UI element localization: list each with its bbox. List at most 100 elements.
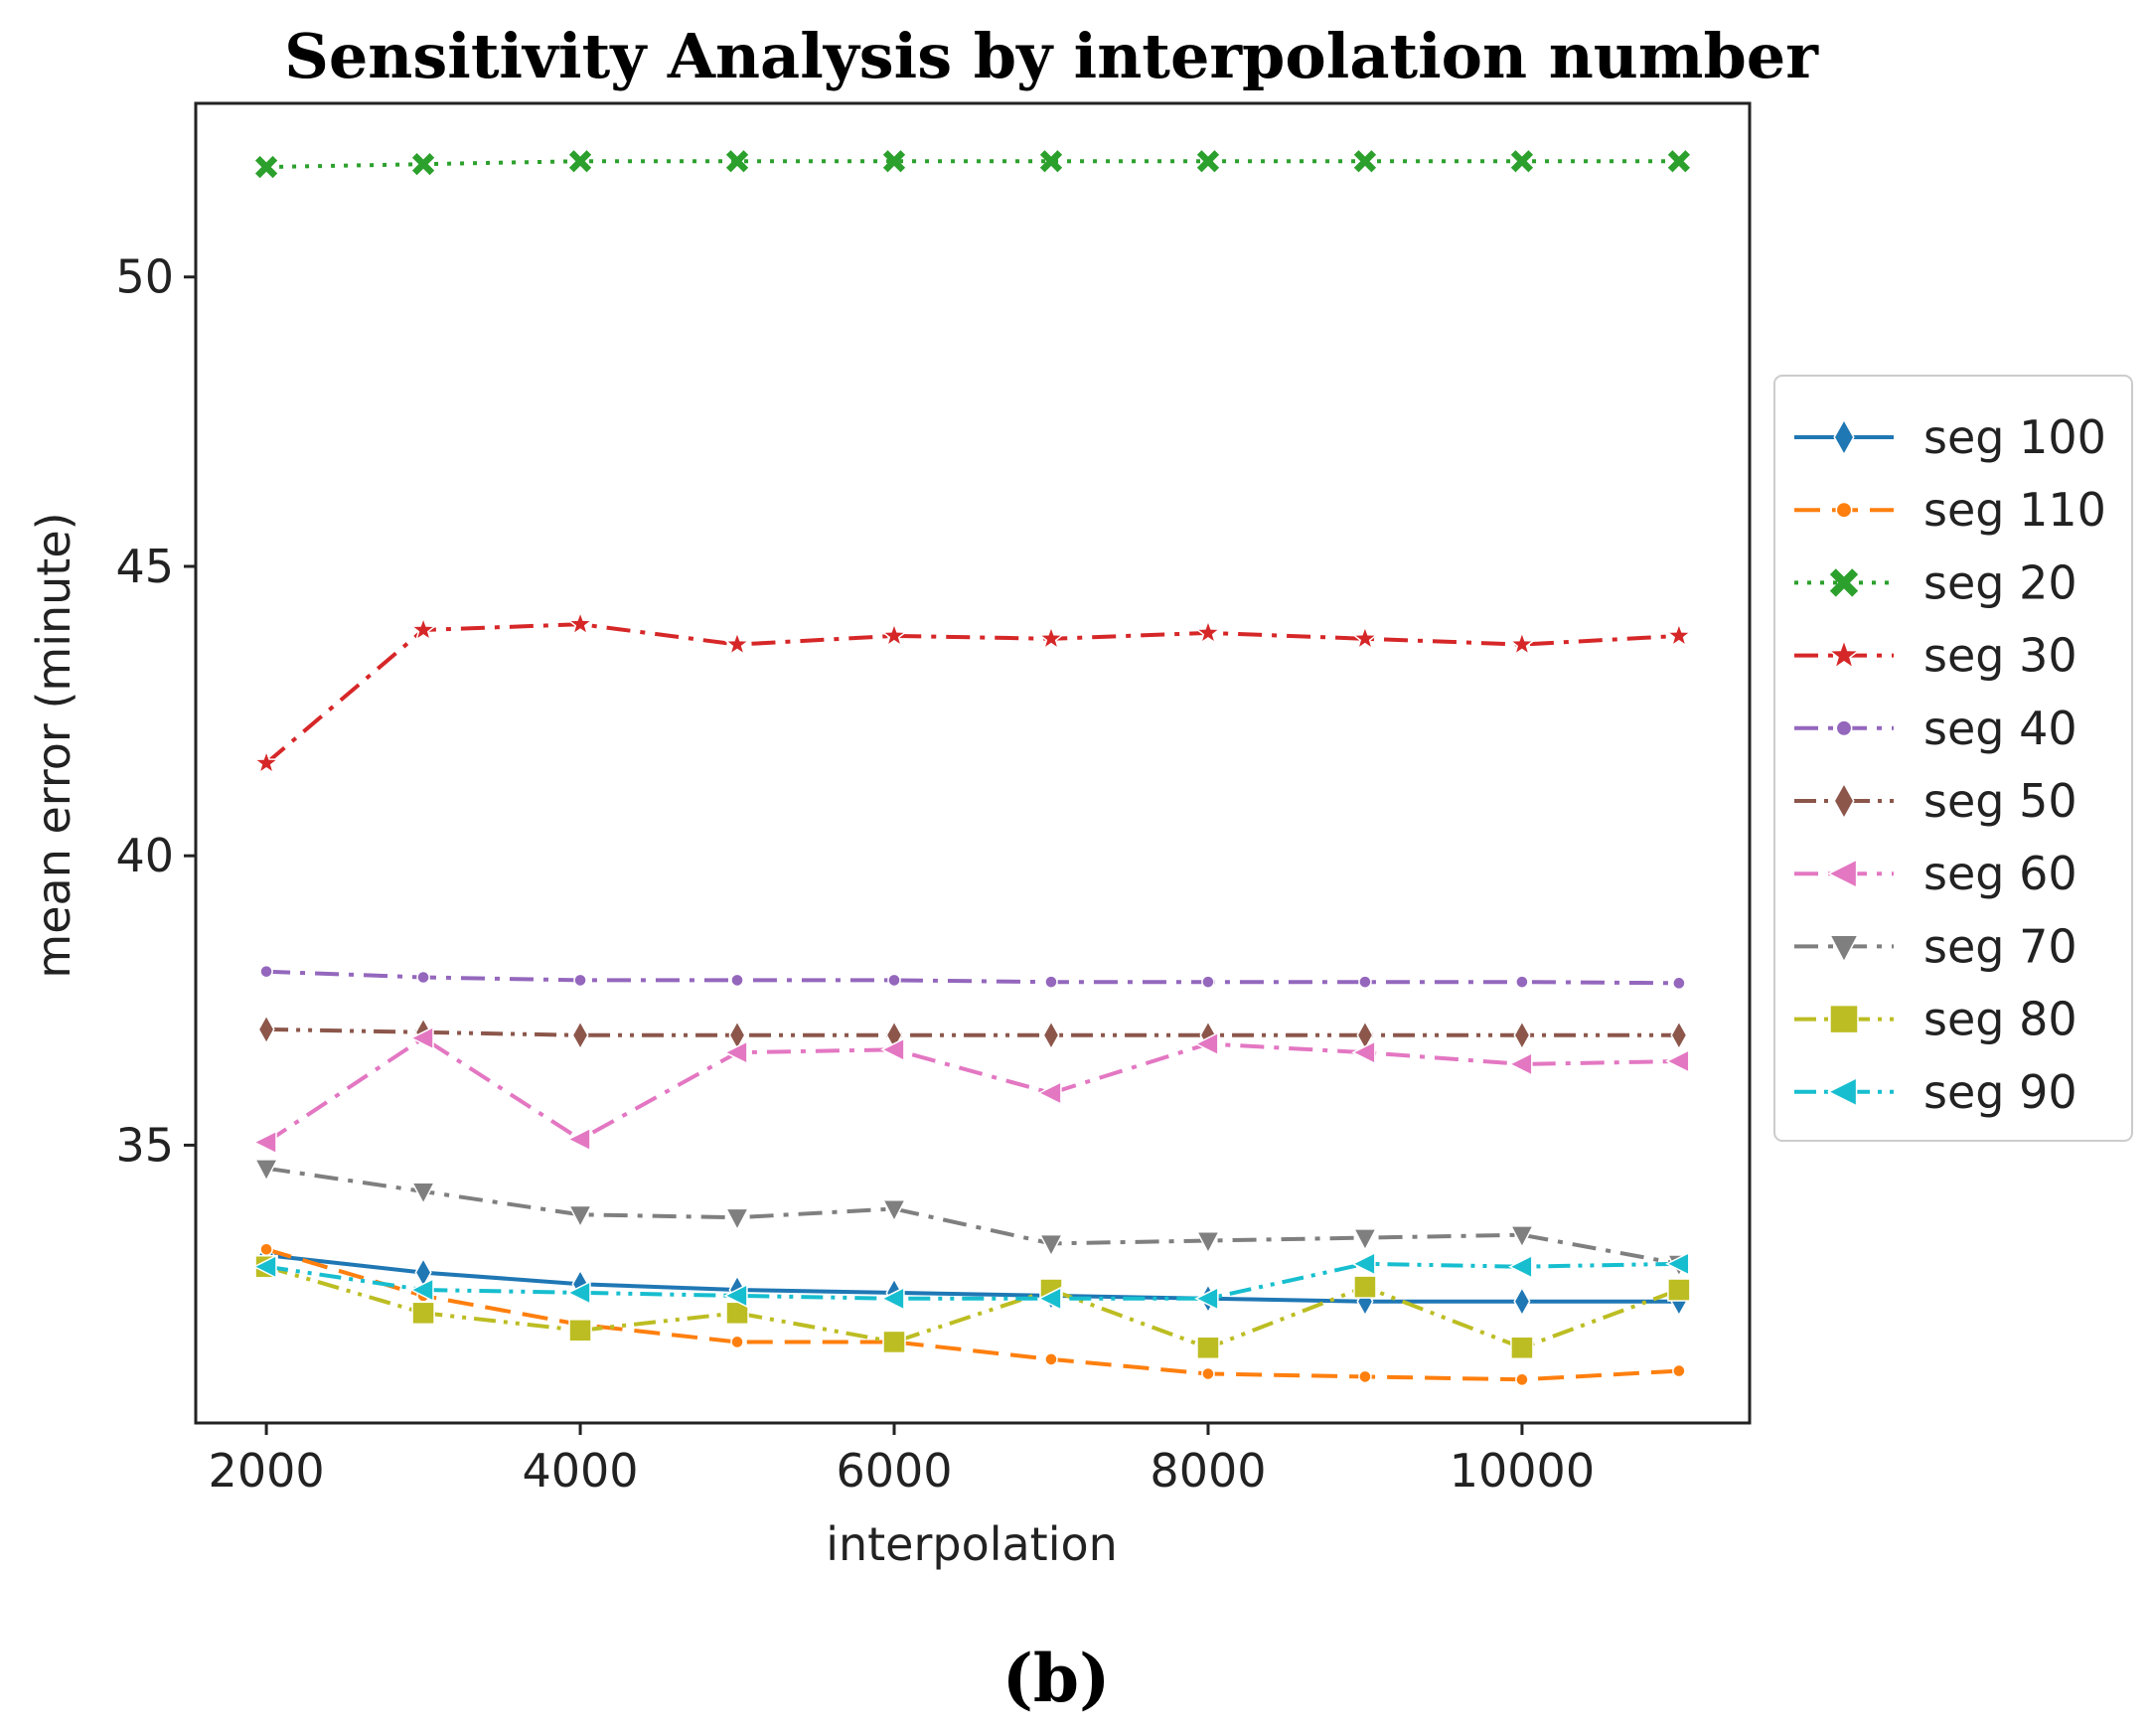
- legend-item: seg 40: [1794, 702, 2077, 755]
- data-point: [568, 150, 592, 173]
- data-point: [409, 615, 437, 642]
- data-point: [1038, 1233, 1064, 1258]
- data-point: [1201, 975, 1215, 989]
- legend-label: seg 60: [1923, 847, 2077, 900]
- data-point: [724, 1207, 750, 1231]
- legend-marker: [1828, 934, 1860, 964]
- data-point: [1665, 621, 1693, 648]
- legend-label: seg 110: [1923, 483, 2106, 537]
- series-seg-80: [254, 1254, 1691, 1360]
- data-point: [1044, 1352, 1058, 1366]
- x-tick-label: 2000: [209, 1444, 325, 1498]
- data-point: [568, 1319, 592, 1342]
- series-seg-90: [252, 1251, 1690, 1311]
- legend-label: seg 100: [1923, 410, 2106, 464]
- data-point: [1042, 1020, 1060, 1051]
- legend-marker: [1835, 501, 1853, 519]
- data-point: [1510, 1336, 1534, 1360]
- legend-marker: [1827, 637, 1861, 670]
- data-point: [566, 609, 594, 636]
- series-line: [265, 1261, 1679, 1301]
- data-point: [252, 748, 280, 775]
- data-point: [1358, 975, 1372, 989]
- data-point: [1351, 1251, 1376, 1277]
- data-point: [567, 1204, 593, 1229]
- data-point: [252, 1130, 277, 1155]
- legend-marker: [1829, 568, 1859, 597]
- data-point: [1353, 150, 1377, 173]
- legend-label: seg 70: [1923, 919, 2077, 973]
- series-seg-30: [252, 609, 1693, 775]
- series-line: [264, 1035, 1679, 1145]
- legend-item: seg 100: [1794, 410, 2106, 464]
- data-point: [723, 1040, 748, 1065]
- series-line: [265, 1166, 1680, 1266]
- legend-marker: [1826, 858, 1858, 889]
- data-point: [730, 1335, 744, 1349]
- legend-item: seg 80: [1794, 993, 2077, 1046]
- data-point: [880, 1286, 905, 1311]
- plot-area: [252, 150, 1693, 1387]
- data-point: [725, 150, 749, 173]
- y-tick-label: 35: [115, 1118, 174, 1172]
- data-point: [253, 1159, 279, 1183]
- data-point: [882, 1330, 906, 1354]
- series-seg-70: [253, 1159, 1692, 1278]
- legend-marker: [1835, 719, 1853, 737]
- data-point: [1667, 150, 1691, 173]
- y-axis-label: mean error (minute): [27, 512, 80, 978]
- data-point: [573, 973, 587, 988]
- data-point: [252, 1254, 277, 1279]
- data-point: [1672, 1363, 1686, 1378]
- y-tick-label: 40: [115, 829, 174, 882]
- data-point: [1352, 1228, 1378, 1252]
- x-tick-label: 6000: [836, 1444, 952, 1498]
- legend-marker: [1829, 1004, 1859, 1034]
- series-seg-20: [254, 150, 1691, 179]
- legend-label: seg 40: [1923, 702, 2077, 755]
- y-tick-label: 45: [115, 540, 174, 593]
- data-point: [1037, 1080, 1062, 1106]
- data-point: [1196, 150, 1220, 173]
- data-point: [723, 1283, 748, 1309]
- data-point: [257, 1014, 275, 1045]
- data-point: [411, 1301, 435, 1326]
- data-point: [1195, 1230, 1221, 1255]
- x-tick-label: 4000: [523, 1444, 639, 1498]
- plot-frame: [194, 101, 1752, 1425]
- legend-marker: [1833, 781, 1855, 821]
- series-line: [266, 1026, 1679, 1037]
- data-point: [1201, 1366, 1215, 1381]
- data-point: [1513, 1020, 1531, 1051]
- legend-label: seg 50: [1923, 774, 2077, 828]
- y-tick-label: 50: [115, 250, 174, 304]
- x-axis-label: interpolation: [826, 1517, 1118, 1571]
- chart-title: Sensitivity Analysis by interpolation nu…: [284, 20, 1819, 92]
- series-line: [266, 969, 1679, 986]
- legend-label: seg 20: [1923, 555, 2077, 609]
- data-point: [416, 970, 430, 985]
- data-point: [1044, 975, 1058, 989]
- legend-label: seg 90: [1923, 1065, 2077, 1119]
- legend-box: [1773, 375, 2133, 1142]
- legend: seg 100 seg 110 seg 20 seg 30 seg 40 seg 50 se…: [1773, 375, 2133, 1142]
- data-point: [409, 1277, 434, 1303]
- series-line: [266, 159, 1679, 170]
- data-point: [1508, 1254, 1533, 1279]
- series-line: [265, 1264, 1680, 1350]
- legend-item: seg 30: [1794, 629, 2077, 683]
- series-line: [264, 622, 1680, 765]
- data-point: [1667, 1278, 1691, 1302]
- data-point: [411, 153, 435, 176]
- data-point: [1508, 630, 1536, 657]
- data-point: [1353, 1275, 1377, 1299]
- data-point: [1665, 1251, 1690, 1277]
- data-point: [1358, 1369, 1372, 1384]
- data-point: [1670, 1020, 1688, 1051]
- data-point: [1672, 976, 1686, 991]
- data-point: [1037, 624, 1065, 651]
- series-seg-40: [259, 964, 1686, 991]
- legend-item: seg 90: [1794, 1065, 2077, 1119]
- data-point: [723, 630, 751, 657]
- axes: 2000 4000 6000 8000 10000 35 40 45 50: [115, 101, 1752, 1498]
